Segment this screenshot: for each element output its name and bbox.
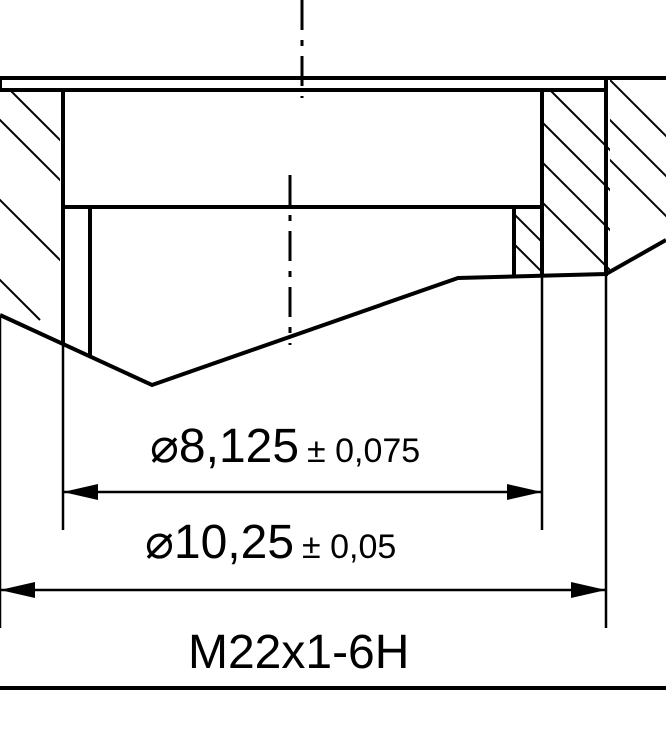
arrow-right-8125: [507, 484, 542, 500]
diameter-symbol: ⌀: [145, 516, 174, 569]
hatch-left: [0, 92, 60, 321]
section-hatching: [0, 78, 666, 321]
arrow-left-1025: [0, 582, 35, 598]
part-outline: [0, 76, 666, 690]
dimension-tolerance: ± 0,05: [302, 528, 396, 566]
arrow-left-8125: [63, 484, 98, 500]
centerlines: [288, 0, 304, 345]
drill-point-cone: [0, 238, 666, 388]
dimension-1025-label: ⌀10,25 ± 0,05: [145, 516, 396, 569]
extension-lines: [0, 276, 608, 628]
dimension-lines: [0, 484, 606, 598]
dimension-8125-label: ⌀8,125 ± 0,075: [150, 420, 420, 473]
hatch-far-right: [610, 78, 666, 271]
hatch-right: [543, 92, 610, 275]
diameter-symbol: ⌀: [150, 420, 179, 473]
dimension-value: 8,125: [179, 420, 299, 473]
dimension-tolerance: ± 0,075: [307, 432, 420, 470]
thread-callout: M22x1-6H: [188, 626, 409, 679]
arrow-right-1025: [571, 582, 606, 598]
dimension-labels: ⌀8,125 ± 0,075 ⌀10,25 ± 0,05 M22x1-6H: [145, 420, 420, 679]
dimension-value: 10,25: [174, 516, 294, 569]
